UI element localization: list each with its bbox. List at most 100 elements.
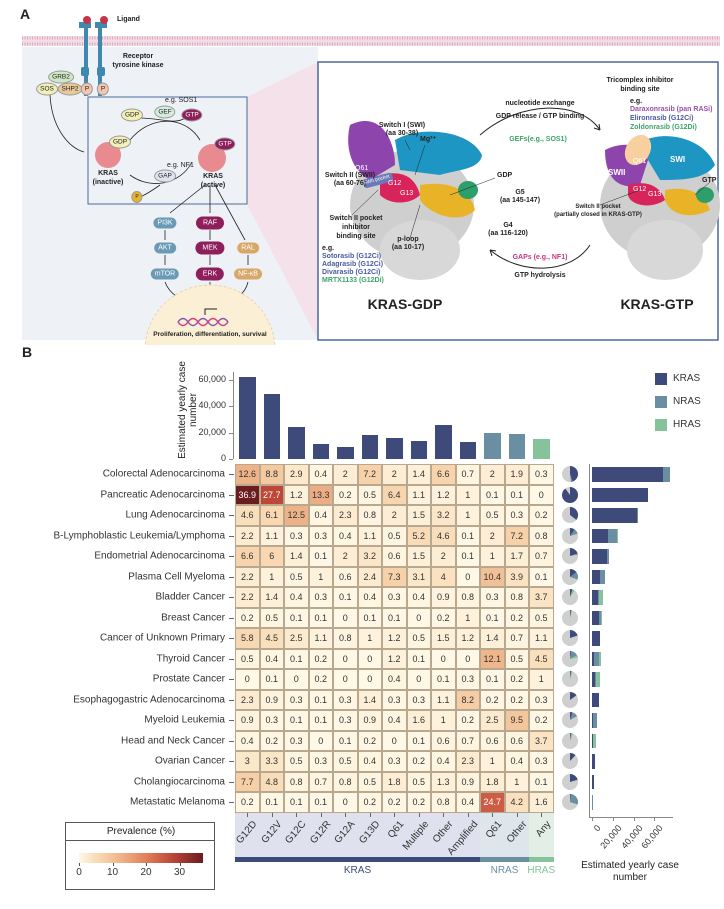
heatmap-cell: 1 [455, 484, 480, 505]
heatmap-cell: 0.1 [284, 607, 309, 628]
heatmap-cell: 0.3 [284, 525, 309, 546]
heatmap-cell: 0.1 [406, 730, 431, 751]
pie-slice-kras [570, 712, 573, 721]
heatmap-cell: 12.1 [480, 648, 505, 669]
column-group-label: HRAS [527, 864, 556, 876]
drug-mrtx1133: MRTX1133 (G12Di) [322, 277, 384, 284]
phospho-node: P [80, 82, 94, 96]
heatmap-cell: 4.6 [235, 505, 260, 526]
pie-chart [562, 650, 578, 667]
top-bar-g13d [361, 434, 378, 459]
heatmap-cell: 0.3 [308, 587, 333, 608]
kras-gdp-title: KRAS-GDP [367, 296, 443, 312]
right-bar-nras [595, 672, 596, 687]
column-tick [443, 812, 445, 817]
phosphate-node: P [131, 191, 143, 203]
pie-chart [562, 486, 578, 503]
heatmap-cell: 0.4 [284, 587, 309, 608]
heatmap-cell: 3.3 [259, 751, 284, 772]
pi3k-node: PI3K [153, 217, 177, 229]
heatmap-cell: 1.5 [406, 505, 431, 526]
heatmap-cell: 2.4 [357, 566, 382, 587]
heatmap-cell: 0 [333, 648, 358, 669]
right-bar-kras [592, 733, 593, 748]
gtp-node: GTP [181, 108, 203, 122]
pie-slice-hras [570, 671, 573, 680]
xtick [592, 816, 593, 821]
nfkb-node: NF-κB [234, 268, 262, 280]
heatmap-cell: 1 [259, 566, 284, 587]
heatmap-cell: 0.3 [284, 730, 309, 751]
mg-label: Mg²⁺ [420, 136, 437, 143]
heatmap-cell: 1 [357, 628, 382, 649]
heatmap-cell: 0 [406, 669, 431, 690]
pie-slice-nras [570, 732, 572, 741]
row-tick [229, 699, 234, 701]
heatmap-cell: 3.9 [504, 566, 529, 587]
receptor-label-1: Receptor [122, 53, 154, 60]
heatmap-cell: 0 [455, 566, 480, 587]
heatmap-cell: 0.5 [357, 484, 382, 505]
pie-slice-kras [570, 589, 573, 598]
gtp-hydrolysis-label: GTP hydrolysis [514, 272, 566, 279]
gefs-label: GEFs(e.g., SOS1) [509, 136, 567, 143]
heatmap-cell: 0.2 [406, 751, 431, 772]
heatmap-cell: 3.2 [431, 505, 456, 526]
column-tick [516, 812, 518, 817]
heatmap-cell: 2 [382, 464, 407, 485]
heatmap-cell: 6.4 [382, 484, 407, 505]
sos-node: SOS [36, 82, 58, 96]
top-bar-other [435, 425, 452, 459]
heatmap-cell: 0 [308, 730, 333, 751]
top-bar-amplified [459, 441, 476, 459]
heatmap-cell: 0.7 [504, 628, 529, 649]
heatmap-cell: 0 [333, 669, 358, 690]
eg-sos1-label: e.g. SOS1 [165, 97, 198, 104]
heatmap-cell: 0.6 [480, 730, 505, 751]
heatmap-cell: 0.5 [235, 648, 260, 669]
heatmap-cell: 2 [431, 546, 456, 567]
right-bar-yaxis [589, 464, 590, 817]
top-bar-any [533, 439, 550, 459]
gef-node: GEF [154, 105, 176, 119]
heatmap-cell: 1.9 [504, 464, 529, 485]
pie-slice-hras [570, 533, 578, 536]
residue-q61: Q61 [355, 165, 369, 172]
heatmap-cell: 0.1 [357, 607, 382, 628]
right-bar-kras [592, 631, 601, 646]
xtick [612, 816, 614, 821]
dna-icon [177, 308, 229, 327]
heatmap-cell: 27.7 [259, 484, 284, 505]
heatmap-cell: 2 [333, 464, 358, 485]
heatmap-cell: 0.8 [357, 505, 382, 526]
row-tick [229, 761, 234, 763]
kras-gdp-structure [348, 120, 482, 280]
right-bar-nras [598, 610, 601, 625]
heatmap-cell: 0.1 [480, 484, 505, 505]
heatmap-cell: 0.2 [406, 792, 431, 813]
tricomplex-label-2: binding site [620, 86, 660, 93]
receptor-label-2: tyrosine kinase [112, 62, 164, 69]
legend-swatch-nras [655, 396, 667, 408]
heatmap-cell: 4.8 [259, 771, 284, 792]
colorbar-tick [146, 863, 148, 866]
heatmap-cell: 0.3 [382, 689, 407, 710]
eg-label: e.g. [322, 245, 335, 252]
heatmap-cell: 0.4 [357, 751, 382, 772]
pie-chart [562, 609, 578, 626]
right-bar-nras [592, 733, 594, 748]
row-label: Myeloid Leukemia [144, 714, 225, 726]
switch1-label: Switch I (SWI) [378, 122, 426, 129]
heatmap-cell: 0 [357, 648, 382, 669]
heatmap-cell: 0.4 [308, 464, 333, 485]
pie-slice-kras [570, 732, 572, 741]
column-tick [467, 812, 469, 817]
row-label: Head and Neck Cancer [121, 735, 225, 747]
heatmap-cell: 0.8 [431, 792, 456, 813]
row-tick [229, 556, 234, 558]
heatmap-cell: 1.1 [308, 628, 333, 649]
heatmap-cell: 24.7 [480, 792, 505, 813]
heatmap-cell: 0.1 [480, 669, 505, 690]
pie-slice-nras [570, 515, 577, 521]
heatmap-cell: 0.1 [284, 648, 309, 669]
